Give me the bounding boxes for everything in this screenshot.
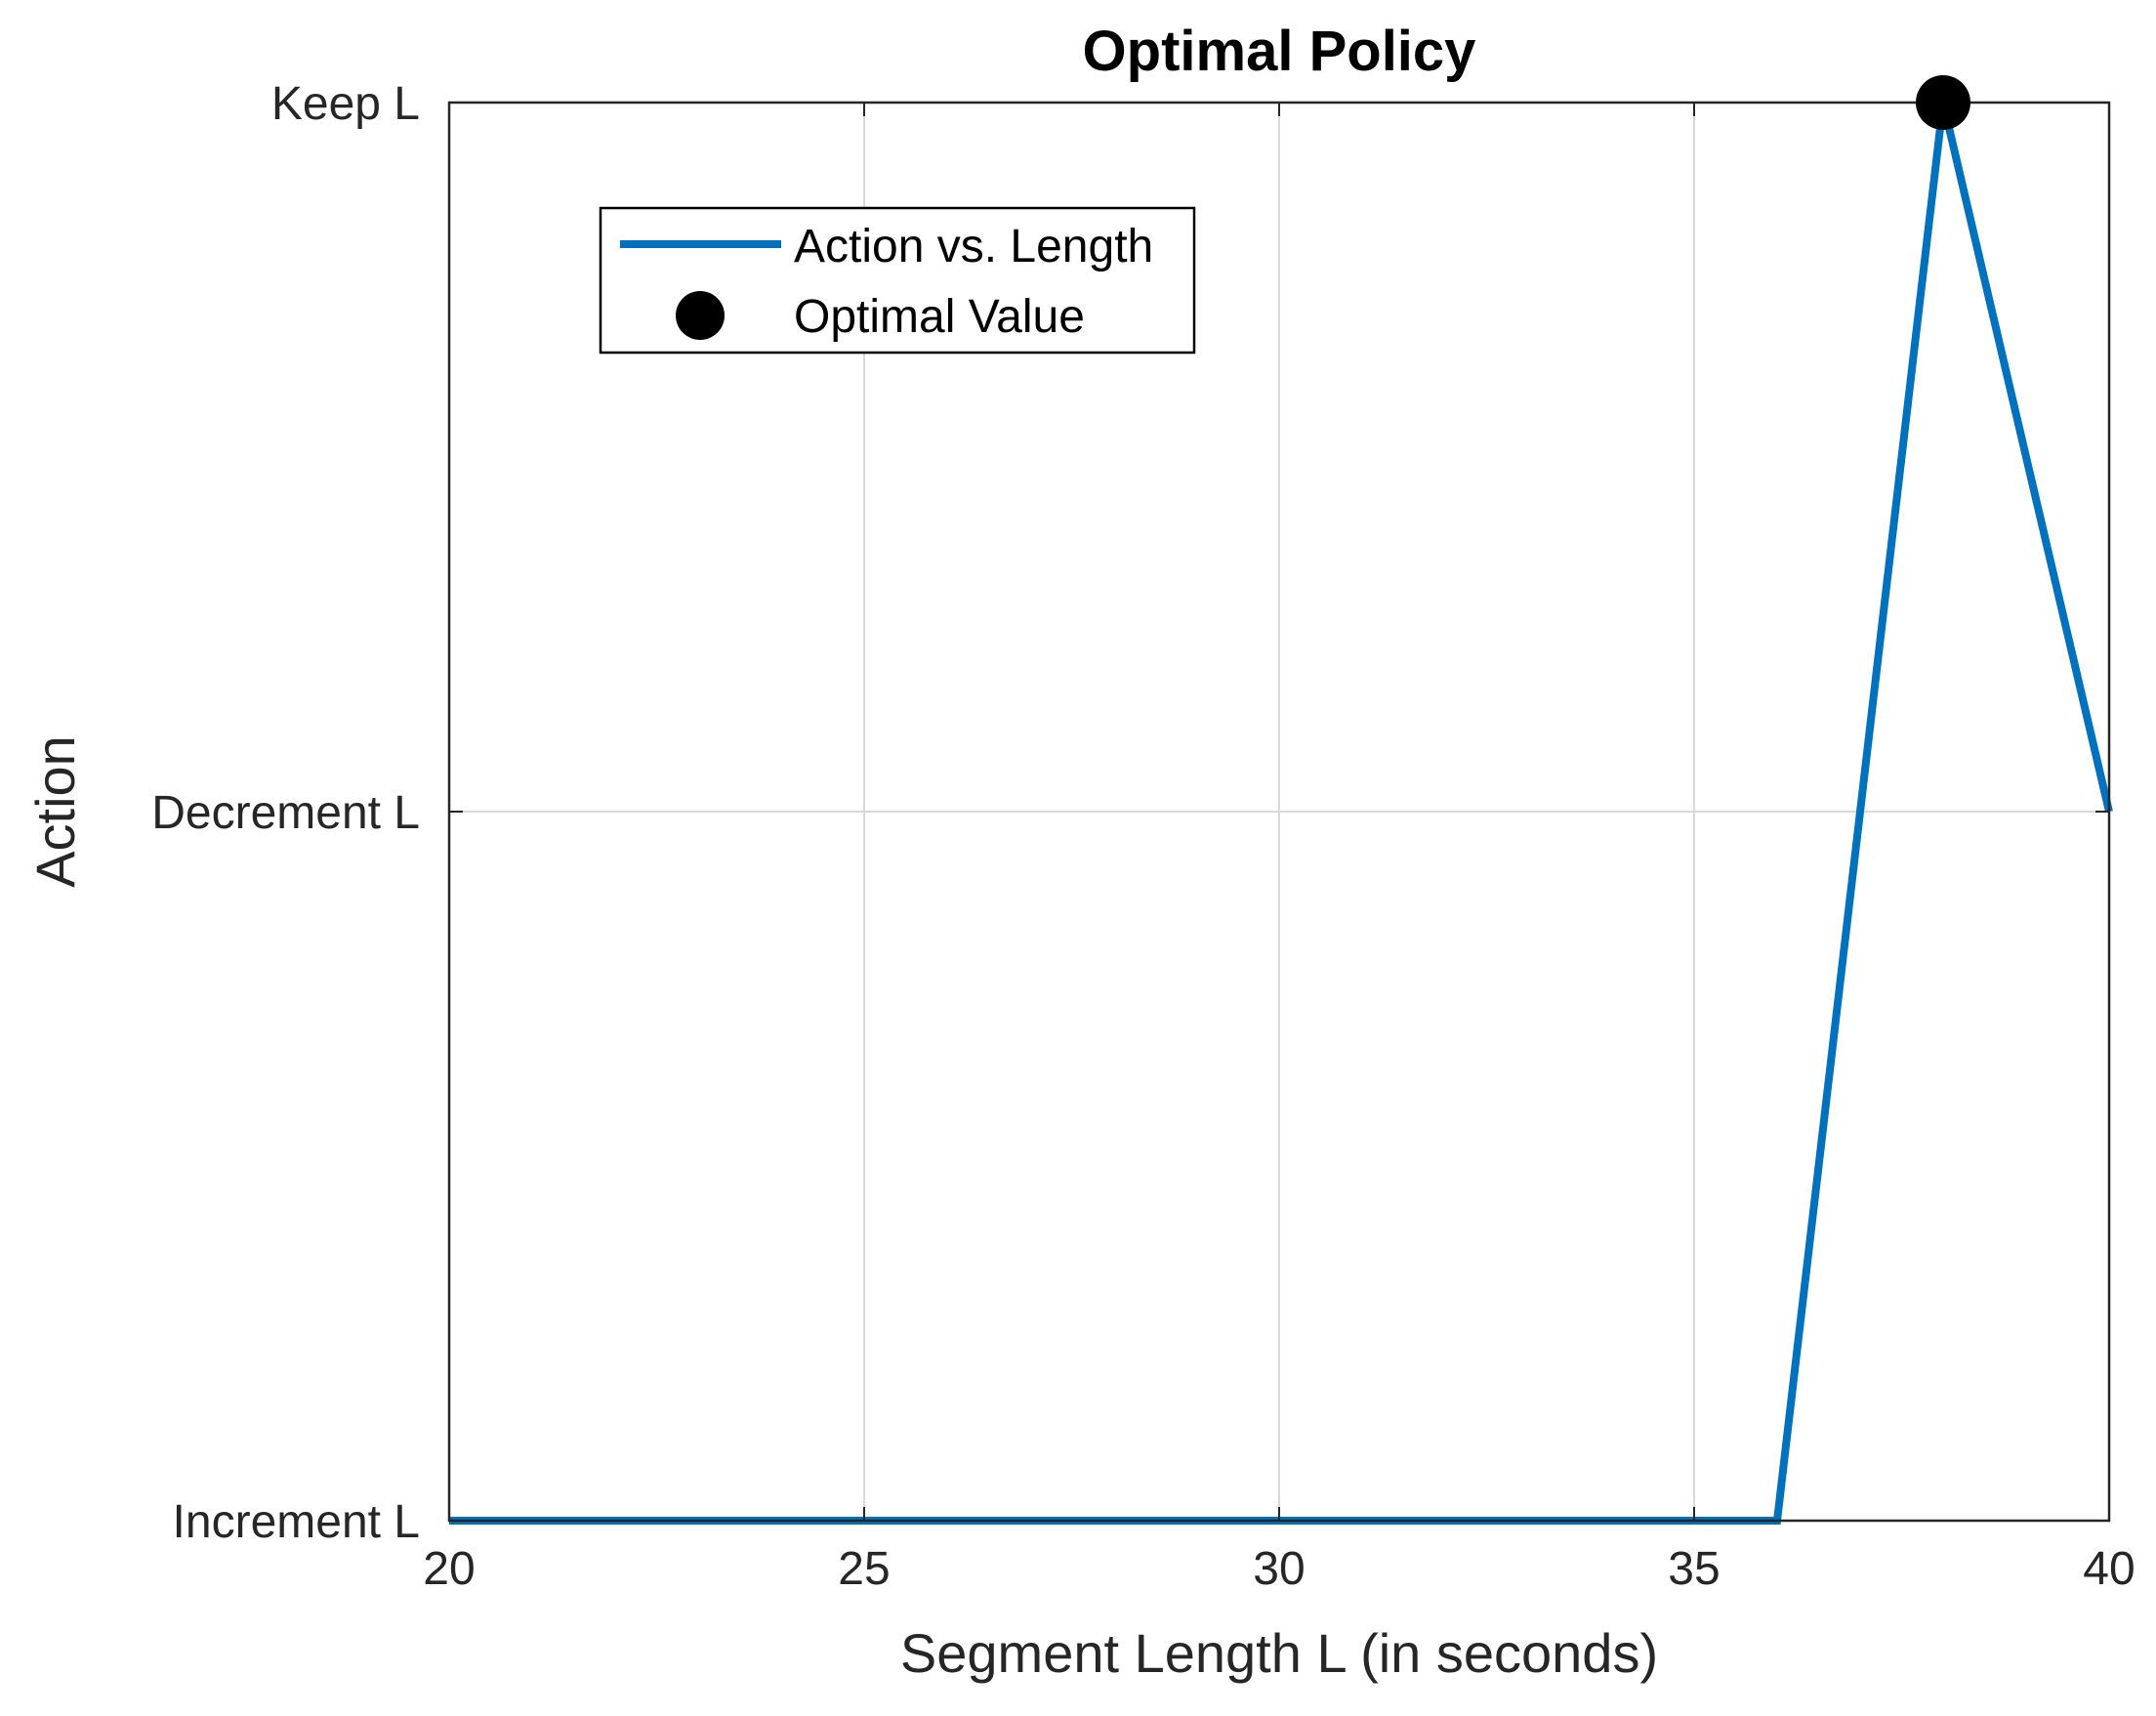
y-tick-label: Keep L bbox=[271, 78, 420, 130]
x-tick-label: 40 bbox=[2083, 1543, 2135, 1595]
x-tick-label: 35 bbox=[1668, 1543, 1720, 1595]
y-axis-label: Action bbox=[24, 735, 86, 888]
x-tick-label: 25 bbox=[838, 1543, 890, 1595]
legend-marker-swatch bbox=[676, 291, 725, 340]
optimal-value-marker bbox=[1916, 75, 1970, 130]
marker-layer bbox=[1916, 75, 1970, 130]
chart-title: Optimal Policy bbox=[1083, 20, 1476, 83]
y-tick-label: Decrement L bbox=[151, 787, 420, 839]
x-axis-label: Segment Length L (in seconds) bbox=[900, 1622, 1658, 1684]
legend-label-optimal-value: Optimal Value bbox=[794, 291, 1085, 343]
x-tick-label: 30 bbox=[1253, 1543, 1305, 1595]
legend: Action vs. Length Optimal Value bbox=[599, 206, 1196, 355]
legend-label-action-vs-length: Action vs. Length bbox=[794, 221, 1153, 272]
x-tick-label: 20 bbox=[423, 1543, 475, 1595]
ticks: 20 25 30 35 40 Increment L Decrement L Keep L bbox=[151, 78, 2135, 1595]
y-tick-label: Increment L bbox=[173, 1496, 420, 1548]
